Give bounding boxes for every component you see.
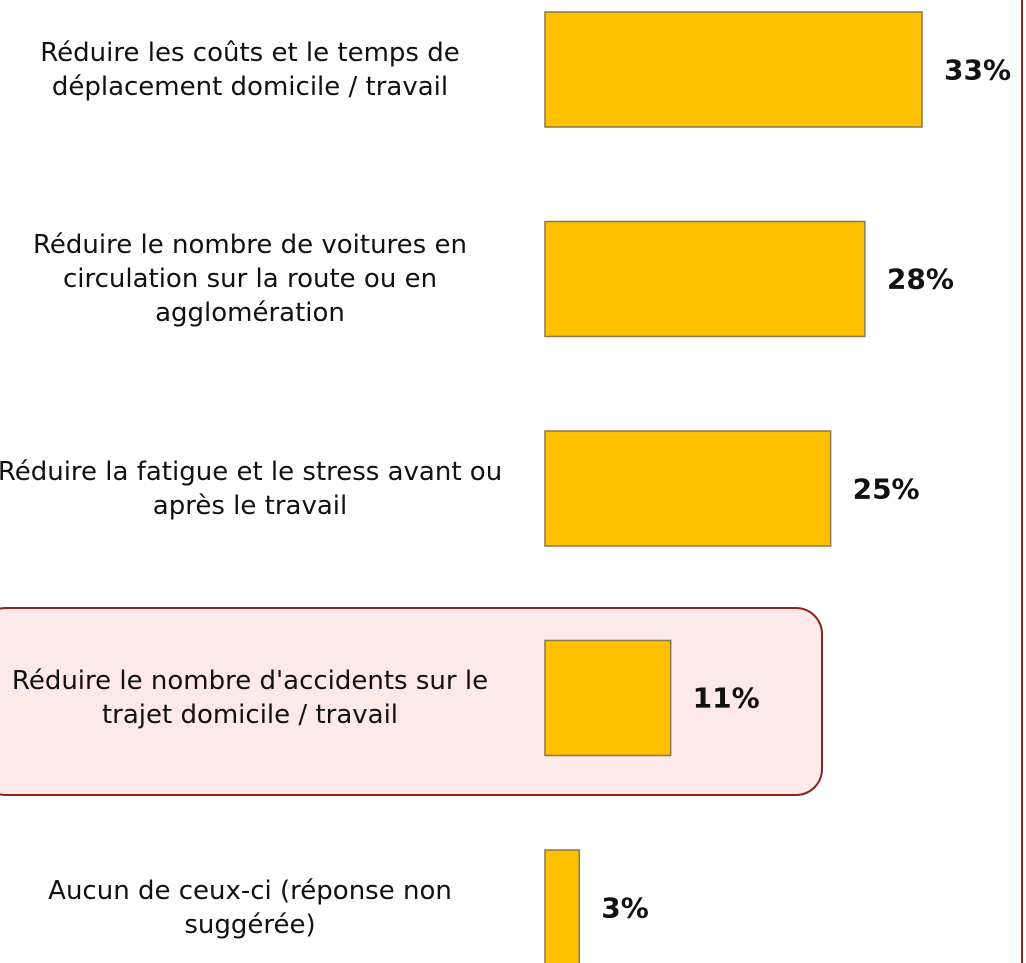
bar bbox=[544, 430, 832, 547]
value-label: 28% bbox=[886, 262, 954, 296]
category-label: Aucun de ceux-ci (réponse non suggérée) bbox=[48, 875, 452, 940]
category-label: Réduire le nombre de voitures en circula… bbox=[33, 230, 467, 328]
category-label: Réduire le nombre d'accidents sur le tra… bbox=[11, 666, 489, 730]
category-label: Réduire la fatigue et le stress avant ou… bbox=[0, 456, 503, 521]
value-label: 11% bbox=[692, 681, 760, 715]
category-label: Réduire les coûts et le temps de déplace… bbox=[40, 37, 460, 102]
bar bbox=[544, 639, 672, 757]
bar bbox=[544, 849, 581, 963]
value-label: 33% bbox=[944, 53, 1012, 86]
value-label: 25% bbox=[852, 472, 920, 505]
value-label: 3% bbox=[601, 891, 649, 924]
bar bbox=[544, 220, 866, 338]
bar bbox=[544, 11, 923, 128]
